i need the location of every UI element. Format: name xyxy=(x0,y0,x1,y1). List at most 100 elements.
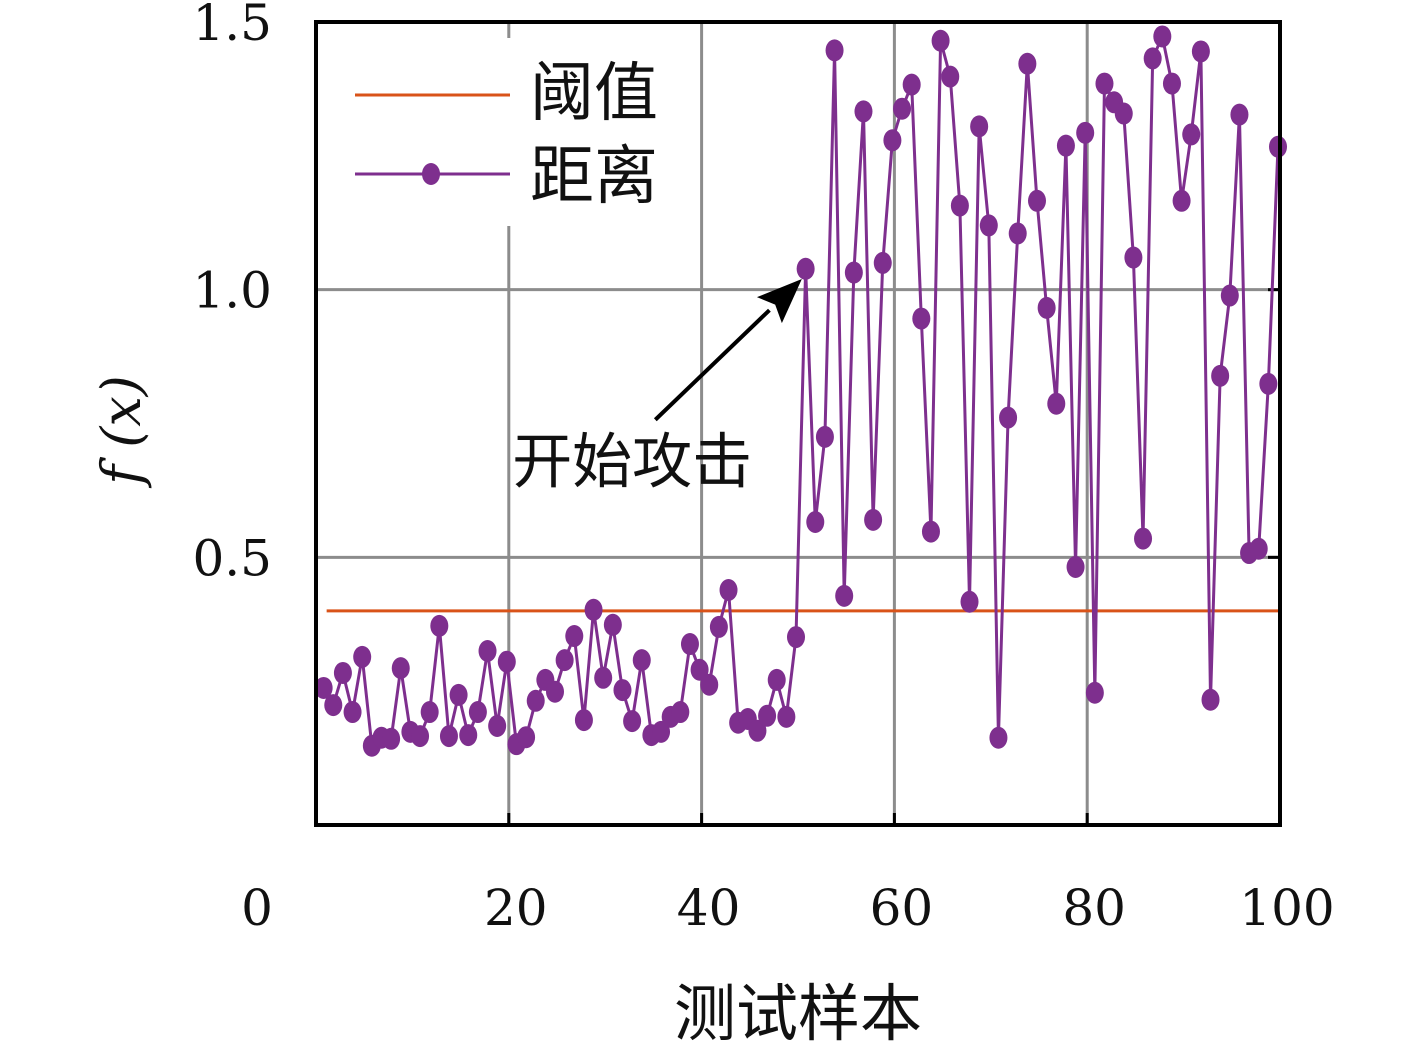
distance-point xyxy=(565,625,584,648)
y-tick-label: 0.5 xyxy=(192,529,272,587)
y-tick-label: 1.0 xyxy=(192,262,272,320)
distance-point xyxy=(555,649,574,672)
distance-point xyxy=(594,666,613,689)
x-tick-label: 0 xyxy=(241,879,273,937)
legend-threshold-label: 阈值 xyxy=(530,57,658,131)
distance-point xyxy=(883,129,902,152)
distance-point xyxy=(921,520,940,543)
distance-point xyxy=(1201,688,1220,711)
distance-point xyxy=(324,694,343,717)
distance-point xyxy=(796,257,815,280)
distance-point xyxy=(1134,527,1153,550)
distance-point xyxy=(1018,52,1037,75)
distance-point xyxy=(1259,372,1278,395)
distance-point xyxy=(1211,364,1230,387)
distance-point xyxy=(1028,189,1046,212)
legend: 阈值 距离 xyxy=(330,38,675,226)
distance-point xyxy=(382,727,401,750)
distance-point xyxy=(613,679,632,702)
plot-series xyxy=(314,25,1287,757)
annotation-arrow xyxy=(653,308,771,422)
distance-point xyxy=(719,578,738,601)
distance-point xyxy=(1095,72,1114,95)
distance-point xyxy=(1056,134,1075,157)
distance-point xyxy=(748,719,767,742)
distance-point xyxy=(517,726,536,749)
distance-point xyxy=(680,633,699,656)
distance-point xyxy=(1143,47,1162,70)
distance-point xyxy=(1114,102,1133,125)
distance-point xyxy=(584,598,603,621)
tick-labels: 0 20 40 60 80 100 0.5 1.0 1.5 xyxy=(192,0,1334,937)
legend-box xyxy=(330,38,675,226)
x-tick-label: 20 xyxy=(484,879,548,937)
distance-point xyxy=(979,214,998,237)
distance-point xyxy=(671,701,690,724)
distance-point xyxy=(941,65,960,88)
distance-point xyxy=(893,97,912,120)
distance-point xyxy=(1191,40,1210,63)
distance-point xyxy=(546,680,564,703)
distance-point xyxy=(353,645,372,668)
annotation: 开始攻击 xyxy=(512,278,802,497)
x-tick-label: 40 xyxy=(677,879,741,937)
distance-point xyxy=(902,73,921,96)
y-axis-label: f (x) xyxy=(90,375,153,489)
distance-point xyxy=(931,29,950,52)
distance-point xyxy=(439,725,458,748)
distance-point xyxy=(1076,121,1095,144)
plot-frame xyxy=(314,20,1282,827)
distance-point xyxy=(497,650,516,673)
distance-point xyxy=(864,508,883,531)
distance-point xyxy=(700,673,719,696)
distance-point xyxy=(526,689,545,712)
annotation-text: 开始攻击 xyxy=(512,427,752,497)
annotation-arrow-head xyxy=(756,278,802,324)
distance-point xyxy=(623,710,642,733)
distance-point xyxy=(835,584,854,607)
distance-point xyxy=(574,709,593,732)
distance-point xyxy=(950,194,969,217)
distance-point xyxy=(844,261,863,284)
distance-point xyxy=(1162,72,1181,95)
distance-point xyxy=(1085,681,1104,704)
distance-point xyxy=(999,406,1018,429)
distance-point xyxy=(1037,296,1056,319)
distance-point xyxy=(787,626,805,649)
distance-point xyxy=(459,724,478,747)
distance-point xyxy=(314,676,333,699)
distance-point xyxy=(468,701,487,724)
distance-point xyxy=(690,658,709,681)
distance-point xyxy=(1182,123,1201,146)
distance-point xyxy=(449,683,468,706)
distance-point xyxy=(1047,392,1066,415)
distance-point xyxy=(1230,103,1249,126)
distance-point xyxy=(767,668,786,691)
distance-point xyxy=(488,714,507,737)
x-tick-label: 80 xyxy=(1062,879,1126,937)
x-tick-label: 100 xyxy=(1239,879,1334,937)
distance-point xyxy=(806,511,825,534)
distance-point xyxy=(912,307,931,330)
distance-point xyxy=(758,704,777,727)
distance-point xyxy=(1066,555,1085,578)
x-tick-label: 60 xyxy=(870,879,934,937)
distance-point xyxy=(478,640,497,663)
distance-point xyxy=(333,661,352,684)
distance-point xyxy=(603,613,622,636)
distance-point xyxy=(391,657,410,680)
distance-point xyxy=(1249,537,1268,560)
distance-point xyxy=(430,614,449,637)
distance-point xyxy=(970,115,989,138)
legend-distance-marker xyxy=(422,163,440,185)
x-axis-label: 测试样本 xyxy=(674,977,922,1050)
distance-point xyxy=(777,705,796,728)
distance-point xyxy=(652,720,671,743)
distance-point xyxy=(709,615,728,638)
distance-point xyxy=(1172,189,1191,212)
distance-point xyxy=(343,701,362,724)
distance-point xyxy=(420,701,439,724)
y-tick-label: 1.5 xyxy=(192,0,272,52)
distance-point xyxy=(825,39,844,62)
distance-point xyxy=(815,425,834,448)
